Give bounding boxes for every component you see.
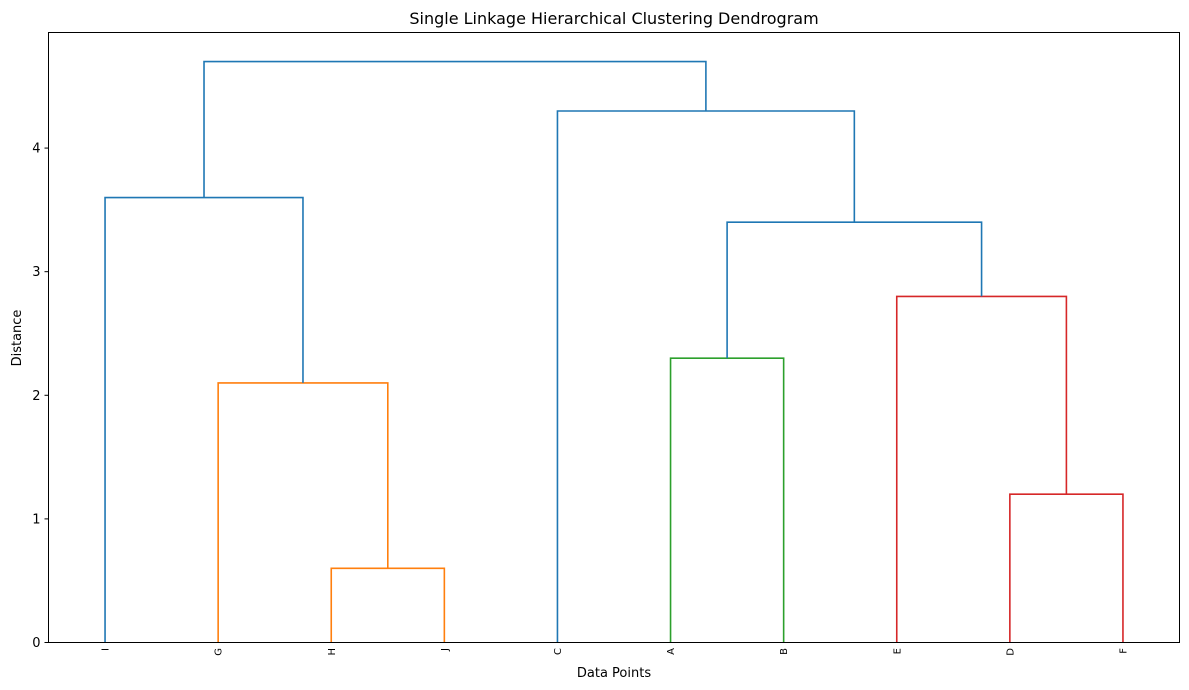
y-tick-label: 0 [32,636,40,651]
dendrogram-branch [217,382,389,643]
plot-frame [48,32,1180,643]
leaf-label: E [892,648,903,654]
dendrogram-branch [556,110,856,643]
dendrogram-branch [203,60,707,198]
y-tick-label: 3 [32,265,40,280]
chart-title: Single Linkage Hierarchical Clustering D… [409,9,818,28]
dendrogram-branch [669,357,785,643]
y-axis-ticks: 0 1 2 3 4 [32,142,49,651]
y-tick-label: 4 [32,142,40,157]
y-tick-label: 2 [32,389,40,404]
leaf-label: D [1005,648,1016,656]
dendrogram-branch [1009,493,1124,643]
y-tick-label: 1 [32,512,40,527]
dendrogram-branch [895,295,1068,643]
leaf-label: C [553,648,564,655]
branch-group [104,60,1124,643]
leaf-label: H [327,648,338,656]
leaf-label: A [666,648,677,655]
leaf-label: I [101,648,112,651]
dendrogram-branch [726,221,983,359]
dendrogram-branch [330,567,446,643]
y-axis-label: Distance [10,310,25,367]
leaf-label: B [779,648,790,655]
leaf-label: F [1118,648,1129,654]
leaf-label: G [214,648,225,656]
x-axis-label: Data Points [577,666,651,681]
leaf-label: J [440,648,451,652]
dendrogram-branch [104,196,304,643]
